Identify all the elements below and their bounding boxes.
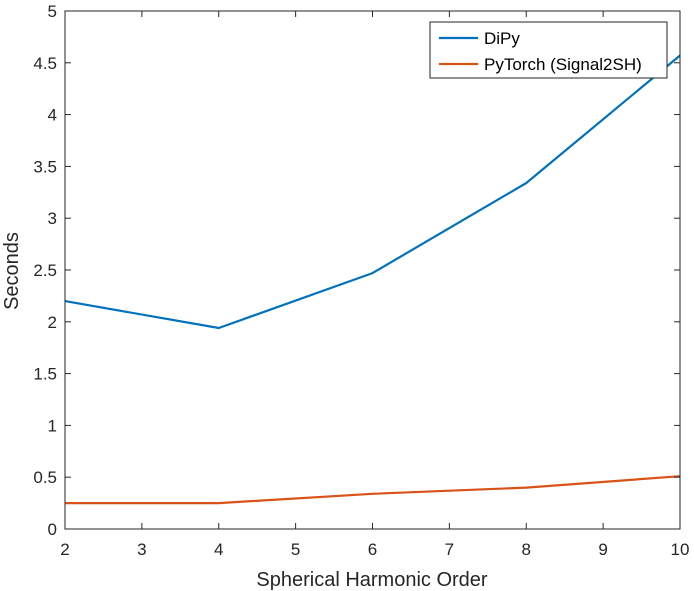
series-line-1 [64,54,681,330]
y-tick-label: 0.5 [33,468,57,487]
legend-box [429,21,668,79]
legend: DiPy PyTorch (Signal2SH) [429,21,668,79]
axes [64,10,681,530]
legend-label-2: PyTorch (Signal2SH) [484,55,642,74]
y-tick-label: 2 [48,313,57,332]
x-tick-label: 3 [137,540,146,559]
series-layer [64,54,681,505]
y-tick-label: 4 [48,106,57,125]
y-tick-label: 3 [48,209,57,228]
tick-labels: 2 3 4 5 6 7 8 9 10 0 0.5 1 1.5 2 2.5 3 3.5 4 4.5 5 [33,2,689,559]
y-tick-label: 5 [48,2,57,21]
plot-frame [64,10,681,530]
x-tick-label: 6 [368,540,377,559]
y-tick-label: 1.5 [33,365,57,384]
x-tick-label: 9 [598,540,607,559]
y-tick-label: 3.5 [33,157,57,176]
y-tick-label: 0 [48,520,57,539]
x-axis-title: Spherical Harmonic Order [256,569,488,591]
y-tick-label: 1 [48,416,57,435]
x-tick-label: 5 [291,540,300,559]
x-tick-label: 8 [522,540,531,559]
x-tick-label: 7 [445,540,454,559]
x-tick-label: 4 [214,540,223,559]
x-tick-label: 2 [60,540,69,559]
y-tick-label: 2.5 [33,261,57,280]
x-tick-label: 10 [671,540,690,559]
y-tick-label: 4.5 [33,54,57,73]
y-axis-title: Seconds [1,232,23,310]
series-line-2 [65,475,681,505]
legend-label-1: DiPy [484,29,520,48]
